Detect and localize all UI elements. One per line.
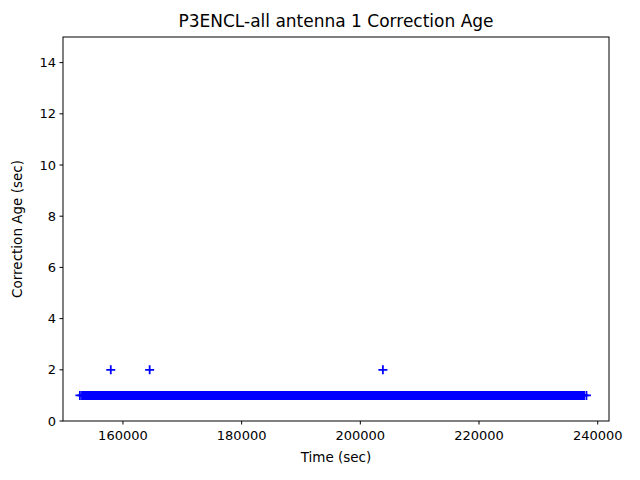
y-tick-label: 12	[39, 106, 56, 121]
y-tick-label: 0	[48, 414, 56, 429]
x-tick-label: 240000	[573, 428, 623, 443]
correction-age-chart: P3ENCL-all antenna 1 Correction Age Time…	[0, 0, 640, 480]
y-tick-label: 2	[48, 362, 56, 377]
y-tick-label: 8	[48, 209, 56, 224]
axes-frame	[63, 37, 609, 421]
outliers-marker	[145, 365, 154, 374]
y-axis-label: Correction Age (sec)	[9, 160, 25, 298]
y-tick-label: 6	[48, 260, 56, 275]
y-tick-label: 10	[39, 158, 56, 173]
matplotlib-figure: P3ENCL-all antenna 1 Correction Age Time…	[0, 0, 640, 480]
outliers-marker	[378, 365, 387, 374]
plot-area: 160000 180000 200000 220000 240000 0 2 4 6 8 10 12 1…	[39, 37, 622, 443]
x-tick-label: 220000	[454, 428, 504, 443]
x-tick-label: 160000	[98, 428, 148, 443]
x-tick-label: 180000	[217, 428, 267, 443]
chart-title: P3ENCL-all antenna 1 Correction Age	[178, 11, 493, 31]
y-tick-label: 14	[39, 55, 56, 70]
x-axis-label: Time (sec)	[300, 449, 372, 465]
outliers-marker	[106, 365, 115, 374]
x-tick-label: 200000	[336, 428, 386, 443]
y-tick-label: 4	[48, 311, 56, 326]
